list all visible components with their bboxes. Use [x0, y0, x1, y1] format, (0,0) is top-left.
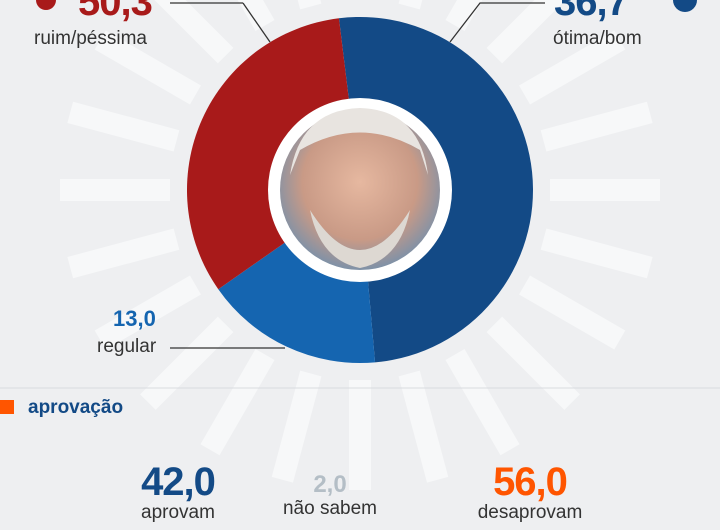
ray [237, 0, 275, 31]
ray [200, 349, 275, 456]
x-circle-icon [36, 0, 56, 10]
ray [297, 0, 322, 10]
ray [540, 101, 653, 152]
ray [445, 349, 520, 456]
ray [67, 228, 180, 279]
otima-value: 36,7 [554, 0, 629, 24]
ray [94, 275, 201, 350]
ray [67, 101, 180, 152]
ray [154, 0, 234, 64]
ruim-label: ruim/péssima [34, 28, 147, 49]
ray [445, 0, 483, 31]
otima-label: ótima/bom [553, 28, 642, 49]
background-rays [60, 0, 660, 490]
ruim-value: 50,3 [78, 0, 153, 24]
section-title: aprovação [28, 397, 124, 418]
slice-2 [187, 18, 360, 290]
ray [94, 30, 201, 105]
approval-item-nao-sabem: 2,0 não sabem [282, 471, 377, 520]
portrait-hair [290, 108, 428, 175]
regular-value: 13,0 [113, 306, 156, 331]
approval-item-aprovam: 42,0 aprovam [141, 460, 216, 523]
portrait-photo [280, 110, 440, 270]
ray [486, 0, 566, 64]
portrait-beard [310, 210, 410, 268]
ray [486, 316, 580, 410]
section-marker [0, 400, 14, 414]
ray [540, 228, 653, 279]
regular-label: regular [97, 336, 157, 357]
ray [140, 316, 234, 410]
ray [519, 30, 626, 105]
check-circle-icon [673, 0, 697, 12]
ray [519, 275, 626, 350]
ray [398, 0, 423, 10]
ray [398, 370, 449, 483]
ray [271, 370, 322, 483]
approval-item-desaprovam: 56,0 desaprovam [477, 460, 583, 523]
